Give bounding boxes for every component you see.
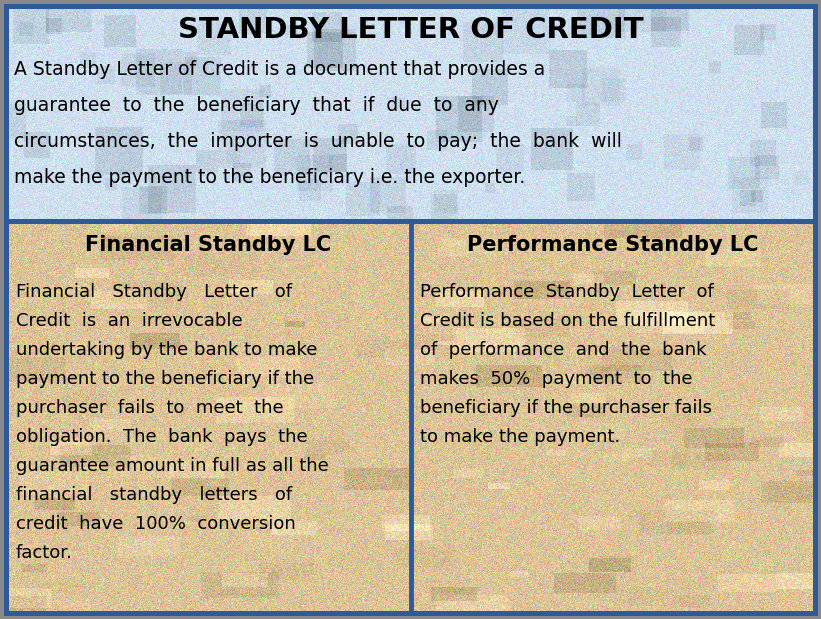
Text: beneficiary if the purchaser fails: beneficiary if the purchaser fails: [420, 399, 713, 417]
Text: circumstances,  the  importer  is  unable  to  pay;  the  bank  will: circumstances, the importer is unable to…: [14, 132, 621, 151]
Bar: [6, 6, 815, 221]
Text: Financial   Standby   Letter   of: Financial Standby Letter of: [16, 283, 292, 301]
Bar: [6, 221, 815, 613]
Text: STANDBY LETTER OF CREDIT: STANDBY LETTER OF CREDIT: [177, 16, 644, 44]
Text: obligation.  The  bank  pays  the: obligation. The bank pays the: [16, 428, 308, 446]
Text: payment to the beneficiary if the: payment to the beneficiary if the: [16, 370, 314, 388]
Text: guarantee amount in full as all the: guarantee amount in full as all the: [16, 457, 328, 475]
Text: makes  50%  payment  to  the: makes 50% payment to the: [420, 370, 693, 388]
Text: Credit  is  an  irrevocable: Credit is an irrevocable: [16, 312, 243, 330]
Text: factor.: factor.: [16, 544, 73, 562]
Text: Credit is based on the fulfillment: Credit is based on the fulfillment: [420, 312, 716, 330]
Text: make the payment to the beneficiary i.e. the exporter.: make the payment to the beneficiary i.e.…: [14, 168, 525, 187]
Text: of  performance  and  the  bank: of performance and the bank: [420, 341, 707, 359]
Text: guarantee  to  the  beneficiary  that  if  due  to  any: guarantee to the beneficiary that if due…: [14, 96, 499, 115]
Text: Financial Standby LC: Financial Standby LC: [85, 235, 332, 255]
Text: credit  have  100%  conversion: credit have 100% conversion: [16, 515, 296, 533]
Text: undertaking by the bank to make: undertaking by the bank to make: [16, 341, 318, 359]
Text: Performance Standby LC: Performance Standby LC: [467, 235, 759, 255]
Text: A Standby Letter of Credit is a document that provides a: A Standby Letter of Credit is a document…: [14, 60, 545, 79]
Text: financial   standby   letters   of: financial standby letters of: [16, 486, 292, 504]
Text: to make the payment.: to make the payment.: [420, 428, 621, 446]
Text: purchaser  fails  to  meet  the: purchaser fails to meet the: [16, 399, 283, 417]
Text: Performance  Standby  Letter  of: Performance Standby Letter of: [420, 283, 714, 301]
